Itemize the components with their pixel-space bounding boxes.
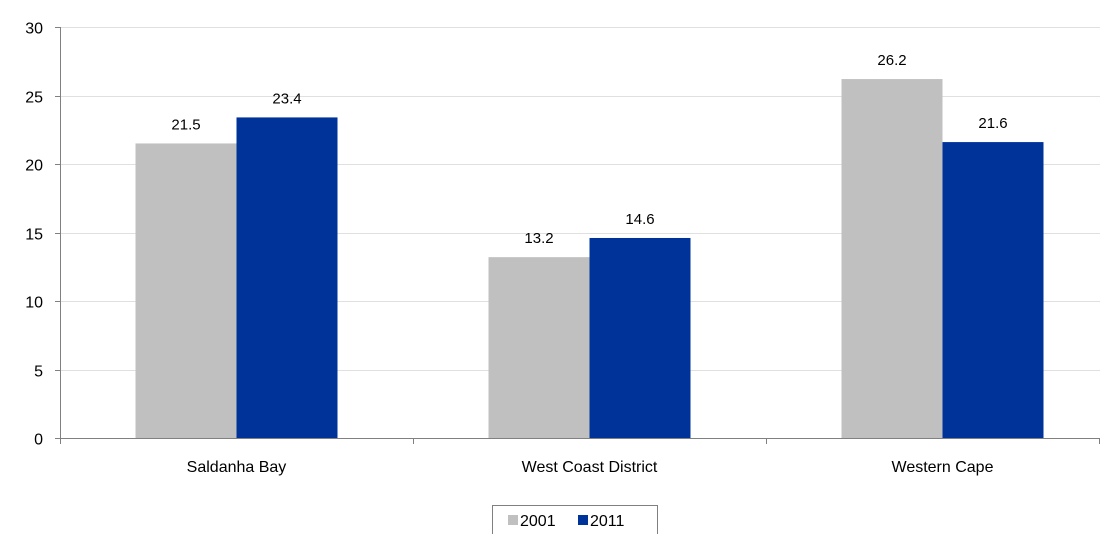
legend-box — [492, 505, 658, 534]
bar-2011-saldanha-bay — [236, 117, 338, 439]
legend-swatch-2011 — [578, 515, 588, 525]
bar-2001-west-coast-district — [488, 257, 590, 438]
legend-label: 2001 — [520, 513, 556, 530]
data-label: 21.5 — [171, 116, 200, 133]
x-category-label: West Coast District — [522, 459, 658, 476]
y-tick-label: 25 — [25, 90, 43, 107]
x-category-label: Western Cape — [892, 459, 994, 476]
x-category-label: Saldanha Bay — [187, 459, 287, 476]
bar-2011-west-coast-district — [589, 237, 691, 438]
y-tick-label: 0 — [34, 432, 43, 449]
y-tick-label: 10 — [25, 295, 43, 312]
legend-label: 2011 — [590, 513, 625, 530]
data-label: 13.2 — [524, 230, 553, 247]
data-labels: 21.5 23.4 13.2 14.6 26.2 21.6 — [171, 52, 1007, 247]
bar-2001-western-cape — [841, 79, 943, 438]
bar-2011-western-cape — [942, 142, 1044, 438]
y-tick-label: 20 — [25, 158, 43, 175]
legend-swatch-2001 — [508, 515, 518, 525]
y-tick-label: 30 — [25, 21, 43, 38]
data-label: 23.4 — [272, 90, 301, 107]
data-label: 26.2 — [877, 52, 906, 69]
y-tick-label: 15 — [25, 227, 43, 244]
data-label: 21.6 — [978, 115, 1007, 132]
axes: 0 5 10 15 20 25 30 Saldanha Bay West Coast Distr… — [25, 21, 1100, 476]
bars — [135, 79, 1044, 439]
bar-2001-saldanha-bay — [135, 143, 237, 438]
data-label: 14.6 — [625, 211, 654, 228]
y-tick-label: 5 — [34, 364, 43, 381]
legend: 2001 2011 — [492, 505, 658, 534]
